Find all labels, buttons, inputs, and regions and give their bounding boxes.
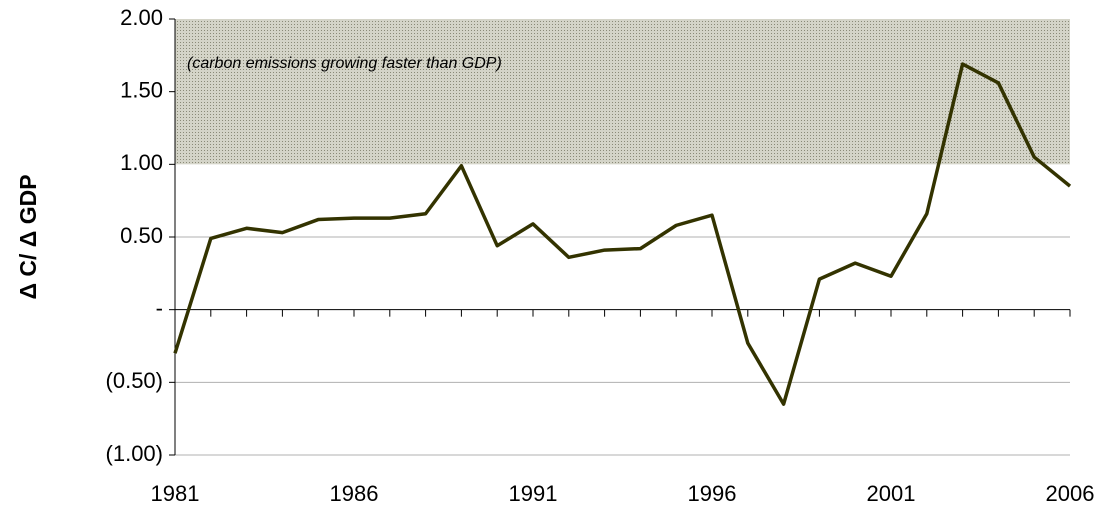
x-tick-label: 1981: [151, 481, 200, 506]
y-tick-label: (0.50): [106, 368, 163, 393]
y-tick-label: 2.00: [120, 5, 163, 30]
y-tick-label: -: [156, 295, 163, 320]
x-tick-label: 1996: [688, 481, 737, 506]
y-tick-label: 1.50: [120, 77, 163, 102]
x-tick-label: 2006: [1046, 481, 1095, 506]
shaded-region: [175, 19, 1070, 165]
y-tick-label: (1.00): [106, 441, 163, 466]
line-series: [173, 62, 1072, 406]
x-tick-label: 1991: [509, 481, 558, 506]
x-tick-label: 1986: [330, 481, 379, 506]
x-tick-label: 2001: [867, 481, 916, 506]
annotation: (carbon emissions growing faster than GD…: [187, 55, 502, 72]
y-axis-label: Δ C/ Δ GDP: [15, 174, 41, 299]
y-tick-label: 1.00: [120, 150, 163, 175]
y-tick-label: 0.50: [120, 223, 163, 248]
